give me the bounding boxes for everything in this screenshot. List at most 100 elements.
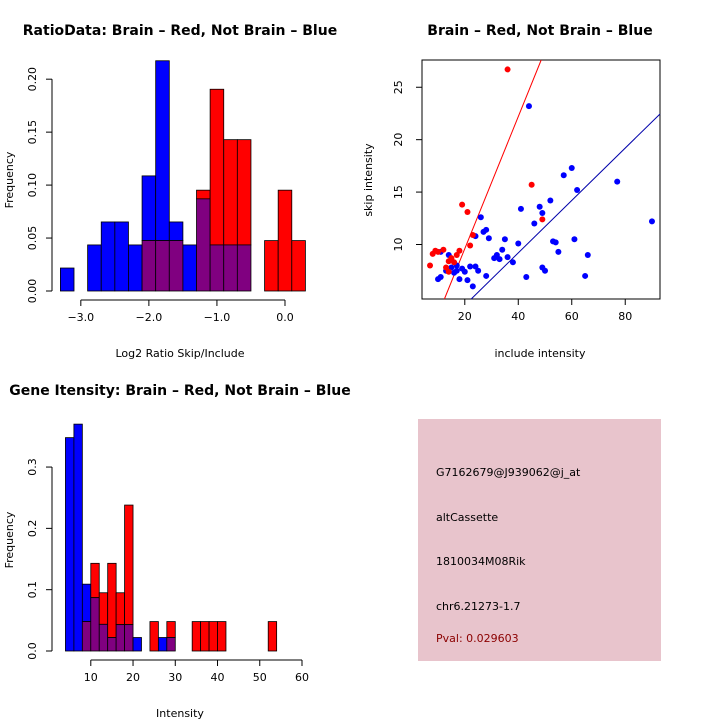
histogram-bar [223, 139, 238, 246]
scatter-point [451, 259, 458, 266]
x-tick-label: 60 [295, 671, 309, 684]
scatter-point [525, 103, 532, 110]
gene-intensity-xlabel: Intensity [156, 707, 204, 720]
y-tick-label: 0.15 [26, 120, 39, 145]
histogram-overlap-bar [107, 637, 117, 652]
scatter-point [469, 283, 476, 290]
scatter-point [523, 273, 530, 280]
x-tick-label: 60 [565, 310, 579, 323]
scatter-point [445, 268, 452, 275]
x-tick-label: −3.0 [67, 311, 94, 324]
scatter-point [648, 218, 655, 225]
info-location: chr6.21273-1.7 [436, 600, 521, 613]
histogram-overlap-bar [168, 240, 184, 292]
y-tick-label: 10 [392, 237, 405, 251]
gene-intensity-ylabel: Frequency [3, 511, 16, 568]
histogram-bar [98, 592, 109, 625]
ratio-histogram-xlabel: Log2 Ratio Skip/Include [115, 347, 244, 360]
histogram-bar [124, 504, 134, 626]
histogram-bar [65, 437, 75, 652]
gene-intensity-bars [65, 423, 278, 652]
histogram-overlap-bar [98, 623, 109, 652]
x-tick-label: −2.0 [136, 311, 163, 324]
histogram-bar [267, 621, 278, 652]
histogram-bar [236, 139, 252, 246]
y-tick-label: 20 [392, 133, 405, 147]
ratio-histogram-axes: −3.0 −2.0 −1.0 0.0 0.00 0.05 0.10 0.15 0.20 [26, 67, 294, 324]
scatter-title: Brain – Red, Not Brain – Blue [427, 23, 652, 39]
histogram-overlap-bar [124, 624, 134, 652]
histogram-bar [182, 244, 197, 292]
y-tick-label: 0.3 [26, 458, 39, 476]
scatter-point [552, 239, 559, 246]
histogram-bar [60, 267, 75, 292]
x-tick-label: 0.0 [276, 311, 294, 324]
scatter-point [464, 277, 471, 284]
scatter-point [509, 259, 516, 266]
info-panel-background [418, 419, 661, 661]
histogram-bar [128, 244, 143, 292]
scatter-points [427, 66, 655, 290]
histogram-bar [132, 637, 142, 652]
scatter-point [483, 272, 490, 279]
scatter-point [504, 254, 511, 261]
scatter-point [536, 203, 543, 210]
x-tick-label: 50 [253, 671, 267, 684]
info-pval: Pval: 0.029603 [436, 632, 519, 645]
scatter-point [483, 226, 490, 233]
histogram-bar [73, 423, 83, 652]
x-tick-label: 20 [126, 671, 140, 684]
histogram-bar [87, 244, 102, 292]
info-panel: G7162679@J939062@j_at altCassette 181003… [418, 419, 661, 661]
histogram-bar [291, 240, 306, 292]
histogram-overlap-bar [196, 198, 211, 292]
scatter-point [469, 232, 476, 239]
scatter-point [467, 242, 474, 249]
x-tick-label: 80 [618, 310, 632, 323]
y-tick-label: 0.10 [26, 173, 39, 198]
scatter-point [528, 181, 535, 188]
y-tick-label: 0.00 [26, 279, 39, 304]
scatter-point [435, 248, 442, 255]
x-tick-label: 40 [211, 671, 225, 684]
scatter-point [496, 256, 503, 263]
scatter-point [515, 240, 522, 247]
scatter-point [584, 251, 591, 258]
histogram-bar [196, 189, 211, 200]
ratio-histogram-ylabel: Frequency [3, 151, 16, 208]
histogram-bar [264, 240, 279, 292]
histogram-bar [81, 583, 92, 622]
scatter-point [614, 178, 621, 185]
histogram-overlap-bar [115, 624, 125, 652]
histogram-bar [149, 621, 159, 652]
histogram-overlap-bar [209, 244, 225, 292]
histogram-overlap-bar [236, 244, 252, 292]
gene-intensity-title: Gene Itensity: Brain – Red, Not Brain – … [9, 383, 351, 399]
y-tick-label: 0.2 [26, 520, 39, 538]
histogram-bar [100, 221, 116, 292]
scatter-point [560, 172, 567, 179]
scatter-point [547, 197, 554, 204]
scatter-point [427, 262, 434, 269]
y-tick-label: 0.20 [26, 67, 39, 92]
histogram-bar [141, 175, 157, 241]
info-event-type: altCassette [436, 511, 498, 524]
histogram-bar [277, 189, 293, 292]
scatter-point [461, 268, 468, 275]
histogram-overlap-bar [155, 240, 170, 292]
scatter-point [456, 247, 463, 254]
info-gene-name: 1810034M08Rik [436, 555, 526, 568]
scatter-point [568, 164, 575, 171]
scatter-point [440, 246, 447, 253]
histogram-bar [217, 621, 227, 652]
ratio-histogram-panel: RatioData: Brain – Red, Not Brain – Blue… [3, 23, 337, 360]
scatter-point [453, 267, 460, 274]
scatter-point [504, 66, 511, 73]
scatter-point [477, 214, 484, 221]
histogram-bar [209, 88, 225, 246]
scatter-point [464, 208, 471, 215]
histogram-overlap-bar [90, 597, 100, 652]
scatter-point [501, 236, 508, 243]
histogram-bar [208, 621, 218, 652]
scatter-point [539, 216, 546, 223]
